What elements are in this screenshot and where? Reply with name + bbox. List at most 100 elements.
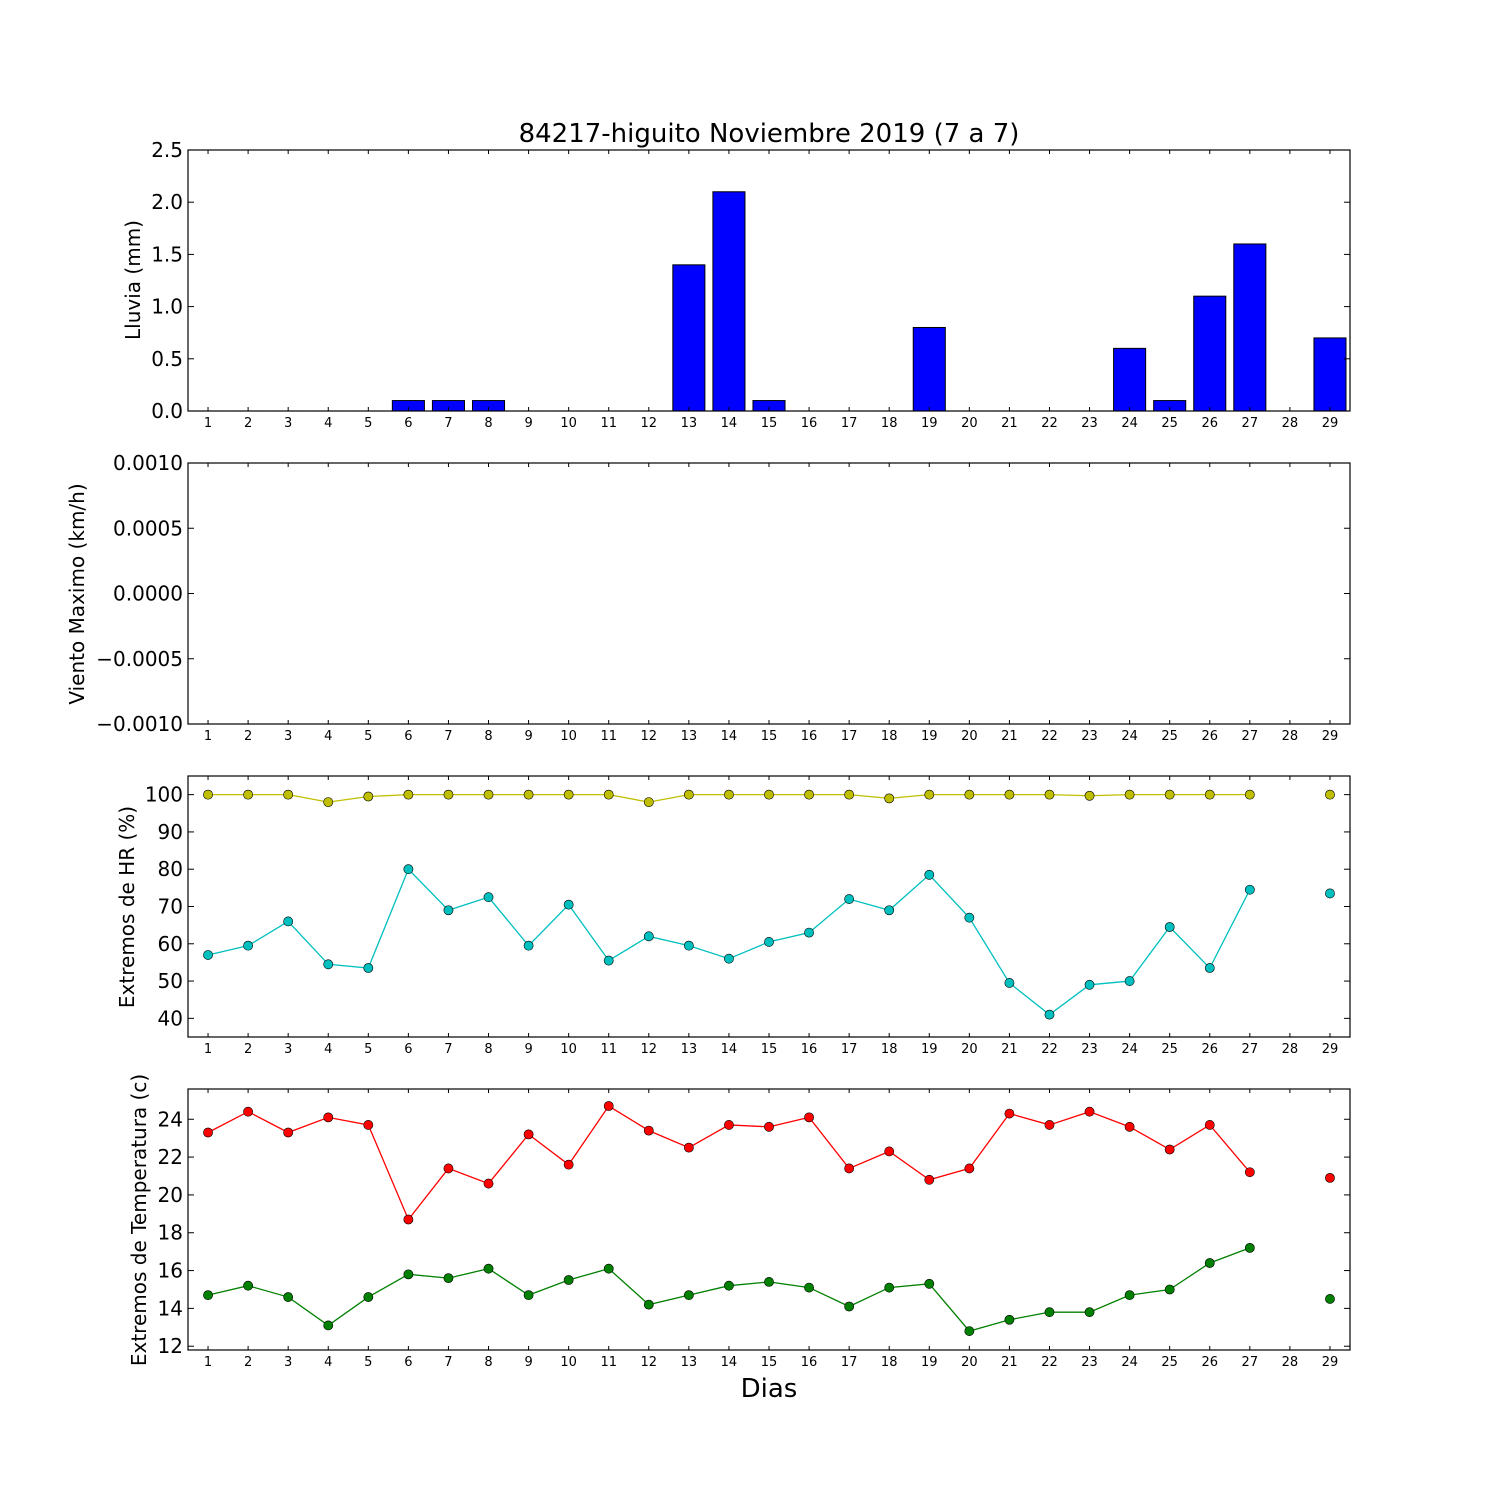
temperature-series-1-point (1045, 1120, 1054, 1129)
temperature-x-tick-label: 5 (364, 1355, 372, 1370)
wind-x-tick-label: 3 (284, 729, 292, 744)
wind-x-tick-label: 13 (681, 729, 698, 744)
humidity-x-tick-label: 14 (721, 1042, 738, 1057)
humidity-y-tick-label: 80 (158, 857, 183, 881)
humidity-y-tick-label: 50 (158, 969, 183, 993)
humidity-x-tick-label: 12 (641, 1042, 658, 1057)
humidity-x-tick-label: 13 (681, 1042, 698, 1057)
temperature-series-2-point (684, 1291, 693, 1300)
temperature-x-tick-label: 12 (641, 1355, 658, 1370)
humidity-series-1-point (1245, 790, 1254, 799)
humidity-series-1-point (324, 798, 333, 807)
humidity-series-1-point (484, 790, 493, 799)
wind-y-tick-label: 0.0010 (113, 451, 183, 475)
temperature-series-2-point (965, 1326, 974, 1335)
humidity-x-tick-label: 16 (801, 1042, 818, 1057)
rain-bar (1314, 338, 1346, 411)
temperature-x-tick-label: 11 (600, 1355, 617, 1370)
temperature-x-tick-label: 4 (324, 1355, 332, 1370)
humidity-y-tick-label: 90 (158, 820, 183, 844)
wind-x-tick-label: 6 (404, 729, 412, 744)
temperature-series-2-point (1245, 1243, 1254, 1252)
temperature-x-tick-label: 15 (761, 1355, 778, 1370)
humidity-x-tick-label: 19 (921, 1042, 938, 1057)
humidity-x-tick-label: 28 (1282, 1042, 1299, 1057)
rain-y-tick-label: 1.0 (151, 295, 183, 319)
rain-y-axis-label: Lluvia (mm) (121, 220, 145, 340)
humidity-x-tick-label: 21 (1001, 1042, 1018, 1057)
temperature-series-1-point (444, 1164, 453, 1173)
rain-x-tick-label: 16 (801, 416, 818, 431)
wind-y-tick-label: −0.0010 (96, 712, 183, 736)
humidity-series-1-point (604, 790, 613, 799)
temperature-series-2-point (804, 1283, 813, 1292)
humidity-series-1-point (564, 790, 573, 799)
humidity-x-tick-label: 26 (1201, 1042, 1218, 1057)
temperature-x-tick-label: 27 (1242, 1355, 1259, 1370)
wind-x-tick-label: 10 (560, 729, 577, 744)
wind-x-tick-label: 18 (881, 729, 898, 744)
rain-x-tick-label: 12 (641, 416, 658, 431)
temperature-series-2-point (364, 1292, 373, 1301)
wind-x-tick-label: 22 (1041, 729, 1058, 744)
temperature-series-1-point (1005, 1109, 1014, 1118)
wind-y-tick-label: 0.0000 (113, 582, 183, 606)
wind-x-tick-label: 14 (721, 729, 738, 744)
humidity-series-2-point (484, 893, 493, 902)
humidity-series-1-point (244, 790, 253, 799)
wind-x-tick-label: 4 (324, 729, 332, 744)
temperature-x-tick-label: 28 (1282, 1355, 1299, 1370)
humidity-x-tick-label: 2 (244, 1042, 252, 1057)
rain-bar (1234, 244, 1266, 411)
humidity-y-tick-label: 100 (145, 783, 183, 807)
temperature-series-2-point (524, 1291, 533, 1300)
temperature-x-tick-label: 23 (1081, 1355, 1098, 1370)
wind-x-tick-label: 7 (444, 729, 452, 744)
temperature-y-axis-label: Extremos de Temperatura (c) (127, 1074, 151, 1366)
humidity-series-2-point (684, 941, 693, 950)
temperature-x-tick-label: 14 (721, 1355, 738, 1370)
humidity-series-2-point (1325, 889, 1334, 898)
wind-y-axis-label: Viento Maximo (km/h) (65, 483, 89, 704)
temperature-x-tick-label: 26 (1201, 1355, 1218, 1370)
humidity-x-tick-label: 22 (1041, 1042, 1058, 1057)
humidity-series-2-point (764, 937, 773, 946)
humidity-series-2-point (284, 917, 293, 926)
temperature-x-tick-label: 7 (444, 1355, 452, 1370)
humidity-series-1-point (644, 798, 653, 807)
wind-x-tick-label: 26 (1201, 729, 1218, 744)
rain-x-tick-label: 20 (961, 416, 978, 431)
temperature-series-2-point (284, 1292, 293, 1301)
rain-x-tick-label: 18 (881, 416, 898, 431)
wind-x-tick-label: 12 (641, 729, 658, 744)
temperature-series-1-point (965, 1164, 974, 1173)
humidity-series-2-point (1045, 1010, 1054, 1019)
temperature-y-tick-label: 24 (158, 1107, 183, 1131)
temperature-series-2-point (244, 1281, 253, 1290)
humidity-x-tick-label: 11 (600, 1042, 617, 1057)
rain-x-tick-label: 9 (524, 416, 532, 431)
wind-x-tick-label: 20 (961, 729, 978, 744)
humidity-series-1-point (203, 790, 212, 799)
temperature-series-2-point (885, 1283, 894, 1292)
humidity-series-2-point (364, 963, 373, 972)
temperature-series-2-point (1085, 1308, 1094, 1317)
wind-x-tick-label: 1 (204, 729, 212, 744)
wind-x-tick-label: 23 (1081, 729, 1098, 744)
humidity-series-1-point (524, 790, 533, 799)
humidity-series-1-point (1205, 790, 1214, 799)
wind-x-tick-label: 15 (761, 729, 778, 744)
rain-bar (673, 265, 705, 411)
rain-x-tick-label: 23 (1081, 416, 1098, 431)
temperature-y-tick-label: 12 (158, 1334, 183, 1358)
humidity-series-2-point (244, 941, 253, 950)
humidity-series-2-point (1245, 885, 1254, 894)
temperature-series-1-point (203, 1128, 212, 1137)
rain-x-tick-label: 22 (1041, 416, 1058, 431)
wind-x-tick-label: 25 (1161, 729, 1178, 744)
temperature-series-1-point (1205, 1120, 1214, 1129)
temperature-series-2-point (644, 1300, 653, 1309)
rain-bar (713, 192, 745, 411)
rain-x-tick-label: 5 (364, 416, 372, 431)
humidity-series-2-point (564, 900, 573, 909)
